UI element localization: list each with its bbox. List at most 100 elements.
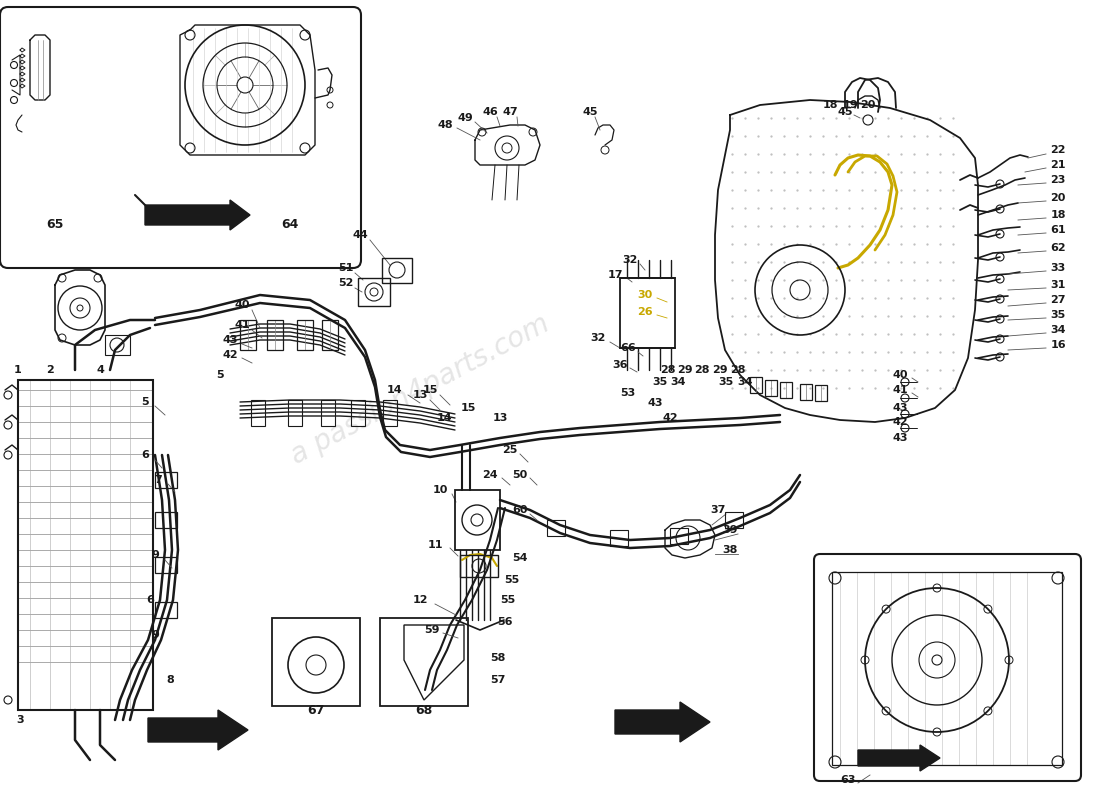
Bar	[670, 528, 688, 544]
Text: 41: 41	[892, 385, 907, 395]
Bar	[815, 385, 827, 401]
Text: 35: 35	[652, 377, 668, 387]
Bar	[750, 377, 762, 393]
Bar	[383, 400, 397, 426]
Text: 20: 20	[860, 100, 876, 110]
Bar	[155, 557, 177, 573]
Bar	[780, 382, 792, 398]
Text: 64: 64	[282, 218, 299, 231]
Text: 40: 40	[234, 300, 250, 310]
Text: 56: 56	[497, 617, 513, 627]
Text: 41: 41	[234, 320, 250, 330]
Text: 47: 47	[503, 107, 518, 117]
Text: 29: 29	[678, 365, 693, 375]
Text: 12: 12	[412, 595, 428, 605]
Text: 18: 18	[1050, 210, 1066, 220]
Bar	[764, 380, 777, 396]
Text: 36: 36	[613, 360, 628, 370]
Text: 51: 51	[339, 263, 354, 273]
Text: 20: 20	[1050, 193, 1066, 203]
Text: 34: 34	[1050, 325, 1066, 335]
Bar	[460, 555, 498, 577]
Bar	[800, 384, 812, 400]
Text: 46: 46	[482, 107, 498, 117]
Text: 34: 34	[670, 377, 685, 387]
Text: 5: 5	[217, 370, 223, 380]
Bar	[155, 472, 177, 488]
Text: 67: 67	[307, 703, 324, 717]
Text: 38: 38	[723, 545, 738, 555]
Text: 55: 55	[505, 575, 519, 585]
Bar	[155, 602, 177, 618]
Text: 42: 42	[662, 413, 678, 423]
Text: 35: 35	[718, 377, 734, 387]
Text: 34: 34	[737, 377, 752, 387]
Text: 14: 14	[437, 413, 453, 423]
Text: 13: 13	[493, 413, 508, 423]
Text: 15: 15	[422, 385, 438, 395]
Text: 45: 45	[582, 107, 597, 117]
Bar	[725, 512, 742, 528]
Text: 28: 28	[660, 365, 675, 375]
Text: 59: 59	[425, 625, 440, 635]
Polygon shape	[615, 702, 710, 742]
Bar	[351, 400, 365, 426]
Text: 15: 15	[460, 403, 475, 413]
Text: 44: 44	[352, 230, 367, 240]
Text: 10: 10	[432, 485, 448, 495]
Text: 66: 66	[620, 343, 636, 353]
Text: 23: 23	[1050, 175, 1066, 185]
Text: 37: 37	[711, 505, 726, 515]
Text: 45: 45	[837, 107, 852, 117]
Text: 26: 26	[637, 307, 652, 317]
Bar	[455, 490, 500, 550]
Bar	[358, 278, 390, 306]
Text: 63: 63	[840, 775, 856, 785]
Text: 53: 53	[620, 388, 636, 398]
Text: 57: 57	[491, 675, 506, 685]
Bar	[297, 320, 313, 350]
Text: 24: 24	[482, 470, 498, 480]
Text: 6: 6	[141, 450, 149, 460]
Text: 13: 13	[412, 390, 428, 400]
Polygon shape	[148, 710, 248, 750]
Text: 32: 32	[591, 333, 606, 343]
Polygon shape	[145, 200, 250, 230]
Bar	[272, 618, 360, 706]
Text: 14: 14	[387, 385, 403, 395]
Polygon shape	[858, 745, 940, 771]
Text: 50: 50	[513, 470, 528, 480]
Text: 42: 42	[222, 350, 238, 360]
Text: 43: 43	[647, 398, 662, 408]
Text: 39: 39	[723, 525, 738, 535]
Bar	[155, 512, 177, 528]
Text: 21: 21	[1050, 160, 1066, 170]
Text: 31: 31	[1050, 280, 1066, 290]
Bar	[18, 380, 153, 710]
Text: 11: 11	[427, 540, 442, 550]
Bar	[321, 400, 336, 426]
Text: 28: 28	[730, 365, 746, 375]
Text: 62: 62	[1050, 243, 1066, 253]
Text: 43: 43	[892, 403, 907, 413]
Text: a passion4parts.com: a passion4parts.com	[286, 310, 554, 470]
Text: 19: 19	[843, 100, 858, 110]
Text: 43: 43	[892, 433, 907, 443]
Text: 2: 2	[46, 365, 54, 375]
Bar	[104, 335, 130, 355]
Text: 27: 27	[1050, 295, 1066, 305]
Text: 65: 65	[46, 218, 64, 231]
Text: 52: 52	[339, 278, 354, 288]
Bar	[240, 320, 256, 350]
Text: 43: 43	[222, 335, 238, 345]
Text: 29: 29	[712, 365, 728, 375]
Text: 61: 61	[1050, 225, 1066, 235]
Bar	[251, 400, 265, 426]
Bar	[382, 258, 412, 283]
Text: 9: 9	[151, 550, 158, 560]
Text: 58: 58	[491, 653, 506, 663]
Bar	[379, 618, 467, 706]
Text: 3: 3	[16, 715, 24, 725]
Text: 28: 28	[694, 365, 710, 375]
Text: 25: 25	[503, 445, 518, 455]
